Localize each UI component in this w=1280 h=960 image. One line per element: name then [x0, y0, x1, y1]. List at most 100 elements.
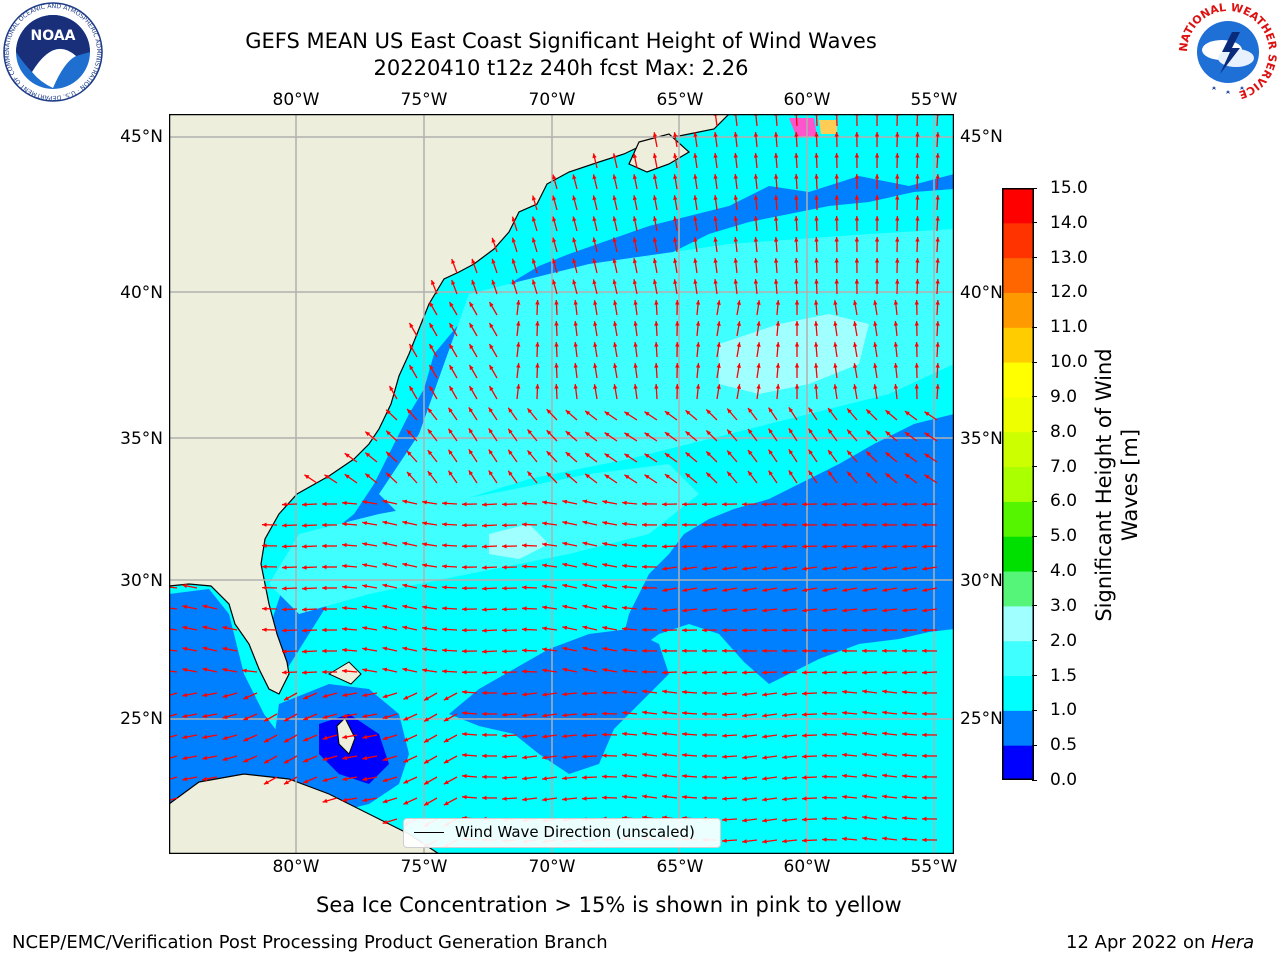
wave-arrow-head — [202, 692, 208, 698]
wave-arrow-head — [775, 342, 781, 347]
wave-arrow-head — [489, 302, 494, 307]
wave-arrow-head — [362, 797, 368, 803]
wave-arrow-head — [833, 384, 838, 389]
wave-arrow-head — [482, 753, 487, 759]
wave-arrow-head — [535, 384, 540, 389]
wave-arrow-head — [775, 363, 781, 368]
wave-arrow-head — [322, 585, 327, 591]
wave-arrow-head — [602, 732, 607, 737]
wave-arrow-head — [822, 837, 827, 842]
wave-arrow-head — [304, 474, 310, 480]
wave-arrow-head — [342, 668, 347, 674]
wave-arrow-head — [182, 604, 188, 610]
wave-arrow-head — [342, 692, 348, 698]
wave-arrow-head — [462, 544, 467, 549]
wave-arrow-head — [794, 279, 799, 284]
wave-arrow-head — [733, 132, 738, 137]
wave-arrow-head — [915, 132, 920, 137]
wave-arrow-head — [303, 779, 309, 784]
wave-arrow-head — [572, 237, 577, 243]
wave-arrow-head — [422, 668, 427, 673]
wave-arrow-head — [736, 363, 741, 368]
wave-arrow-head — [782, 734, 787, 739]
colorbar-tick-mark — [1032, 675, 1037, 677]
wave-arrow-head — [535, 363, 540, 368]
wave-arrow-head — [442, 564, 447, 569]
wave-arrow-head — [182, 583, 188, 589]
wave-arrow-head — [302, 628, 307, 633]
colorbar-segment-4 — [1002, 605, 1034, 642]
wave-arrow-head — [622, 668, 627, 674]
wave-arrow-head — [814, 258, 819, 263]
wave-arrow-head — [243, 716, 249, 721]
wave-arrow-head — [382, 715, 388, 720]
wave-arrow-head — [562, 667, 568, 672]
wave-arrow-head — [814, 195, 819, 200]
wave-arrow-head — [382, 757, 388, 762]
wave-arrow-head — [904, 474, 910, 479]
wave-arrow-head — [662, 502, 667, 507]
wave-arrow-head — [469, 344, 474, 349]
wave-arrow-head — [442, 585, 447, 590]
wave-arrow-head — [469, 323, 474, 328]
wave-arrow-head — [582, 583, 588, 588]
wave-arrow-head — [808, 449, 813, 455]
wave-arrow-head — [554, 342, 559, 347]
wave-arrow-head — [546, 430, 552, 435]
wave-arrow-head — [847, 408, 852, 414]
wave-arrow-head — [602, 583, 608, 589]
wave-arrow-head — [762, 566, 767, 571]
wave-arrow-head — [922, 711, 927, 717]
wave-arrow-head — [774, 279, 779, 284]
wave-arrow-head — [662, 794, 667, 799]
ocean-region-1.5-2m-west — [269, 464, 699, 614]
wave-arrow-head — [882, 587, 888, 593]
wave-arrow-head — [582, 796, 587, 801]
wave-arrow-head — [582, 499, 588, 504]
lon-top-75w: 75°W — [400, 90, 448, 110]
wave-arrow-head — [862, 670, 867, 675]
wave-arrow-head — [403, 779, 409, 784]
colorbar — [1002, 188, 1034, 781]
wave-arrow-head — [842, 522, 847, 527]
wave-arrow-head — [593, 321, 598, 326]
wave-arrow-head — [842, 502, 847, 507]
wave-arrow-head — [573, 321, 578, 326]
wave-arrow-head — [382, 604, 388, 609]
wave-arrow-head — [733, 258, 738, 263]
wave-arrow-head — [322, 606, 327, 612]
wave-arrow-head — [303, 695, 309, 700]
wave-arrow-head — [612, 216, 617, 222]
wave-arrow-head — [613, 321, 618, 326]
wave-arrow-head — [242, 668, 247, 673]
wave-arrow-head — [866, 409, 872, 415]
wave-arrow-head — [682, 502, 687, 507]
wave-arrow-head — [842, 670, 847, 675]
wave-arrow-head — [422, 500, 427, 505]
wave-arrow-head — [842, 689, 847, 695]
wave-arrow-head — [874, 195, 880, 200]
wave-arrow-head — [682, 648, 687, 653]
wave-arrow-head — [782, 692, 787, 697]
wave-arrow-head — [794, 132, 799, 137]
wave-arrow-head — [922, 608, 927, 613]
wave-arrow-head — [662, 648, 667, 653]
wave-arrow-head — [508, 428, 513, 434]
wave-arrow-head — [722, 775, 727, 780]
wave-arrow-head — [443, 717, 449, 722]
wave-arrow-head — [762, 692, 767, 697]
wave-arrow-head — [895, 174, 900, 179]
wave-arrow-head — [702, 522, 707, 527]
wave-arrow-head — [675, 342, 680, 347]
wave-arrow-head — [602, 753, 607, 758]
wave-arrow-head — [565, 410, 571, 415]
wave-arrow-head — [409, 386, 414, 391]
map-panel: Wind Wave Direction (unscaled) — [162, 110, 955, 855]
wave-arrow-head — [642, 689, 647, 694]
wave-arrow-head — [386, 430, 391, 436]
wave-arrow-head — [602, 520, 608, 526]
colorbar-tick-mark — [1032, 535, 1037, 537]
wave-arrow-head — [407, 471, 412, 477]
wave-arrow-head — [753, 258, 759, 263]
wave-arrow-head — [768, 428, 773, 434]
